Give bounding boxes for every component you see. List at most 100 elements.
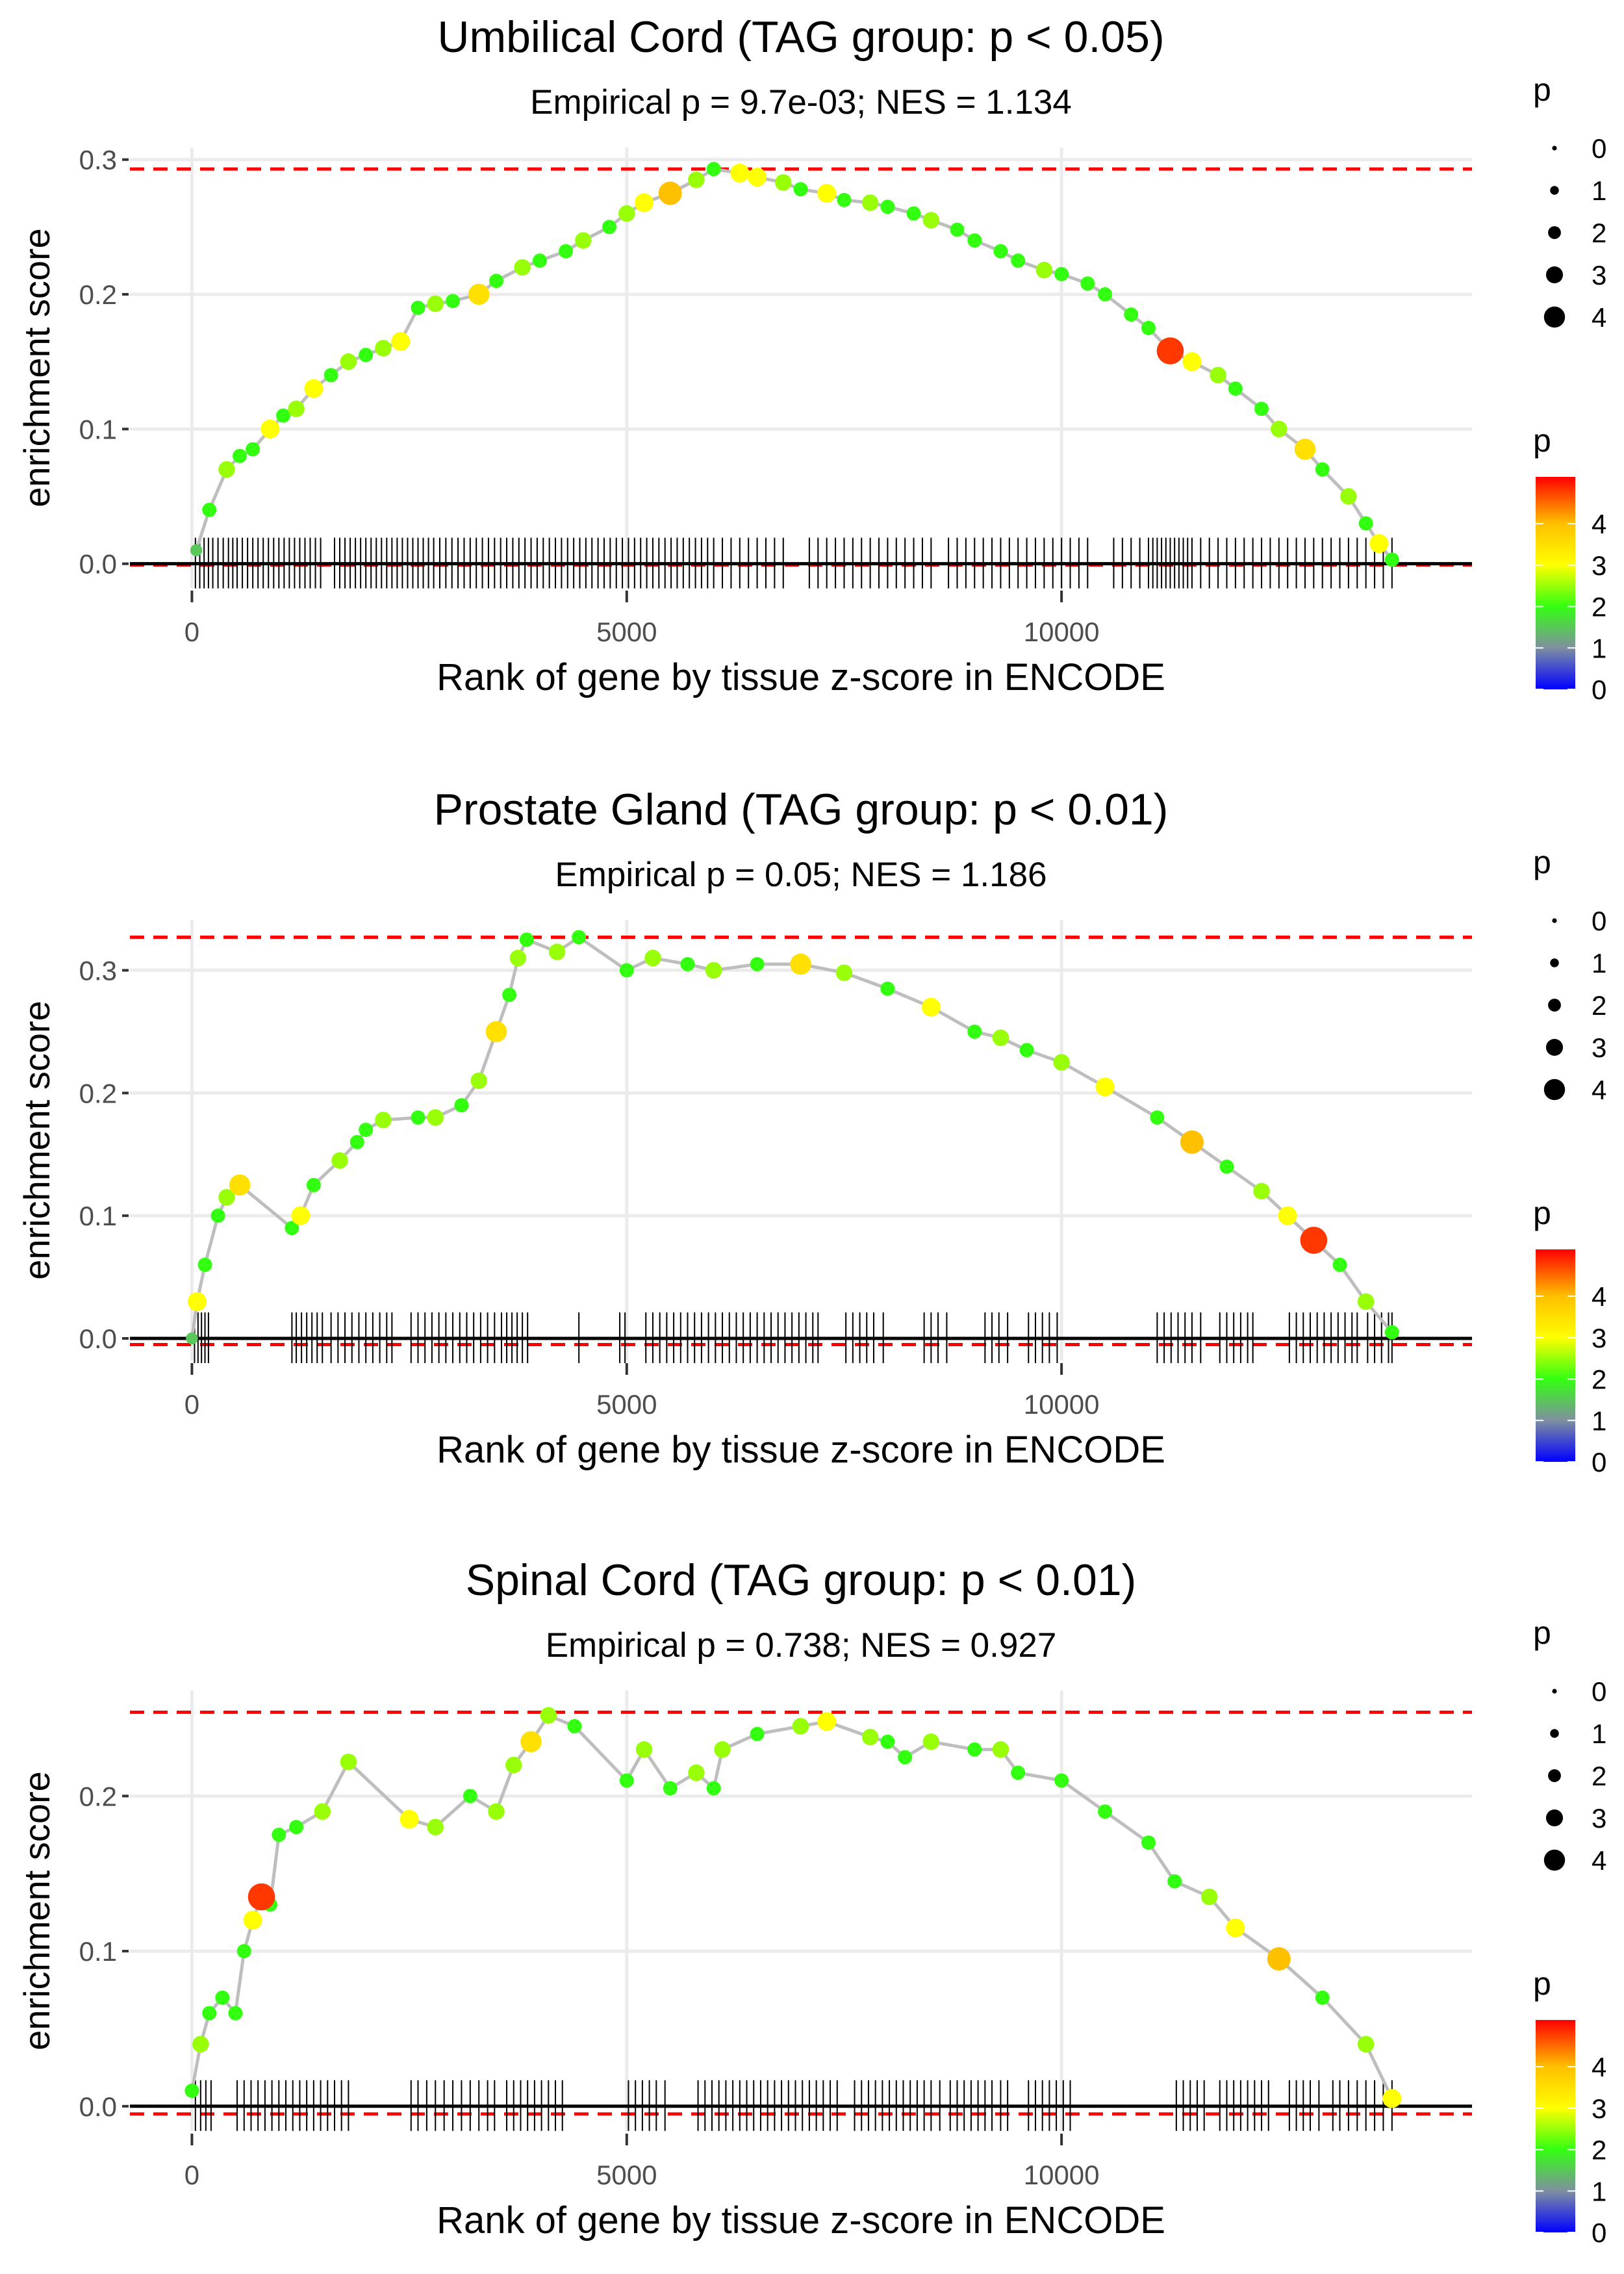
es-point bbox=[1384, 552, 1399, 567]
es-point bbox=[1315, 1990, 1330, 2005]
es-point bbox=[470, 1072, 487, 1090]
es-point bbox=[218, 1189, 235, 1206]
chart-title: Spinal Cord (TAG group: p < 0.01) bbox=[466, 1555, 1136, 1605]
y-axis-label: enrichment score bbox=[16, 1771, 57, 2050]
es-point bbox=[635, 193, 654, 212]
es-point bbox=[680, 956, 695, 971]
es-point bbox=[1315, 462, 1330, 477]
es-point bbox=[1271, 420, 1288, 438]
es-point bbox=[572, 930, 587, 945]
es-point bbox=[1180, 1130, 1204, 1154]
size-legend-dot bbox=[1545, 1809, 1564, 1827]
es-point bbox=[706, 1781, 721, 1796]
es-point bbox=[468, 283, 490, 305]
es-point bbox=[304, 379, 324, 398]
es-point bbox=[793, 182, 808, 197]
es-curve-line bbox=[190, 1713, 1394, 2099]
es-point bbox=[993, 244, 1008, 259]
color-legend-label: 3 bbox=[1592, 2093, 1606, 2124]
es-point bbox=[688, 172, 705, 188]
es-point bbox=[1357, 2036, 1375, 2053]
es-point bbox=[619, 1773, 634, 1788]
color-legend-label: 3 bbox=[1592, 550, 1606, 581]
es-point bbox=[861, 1728, 879, 1746]
es-point bbox=[243, 1910, 262, 1930]
es-point bbox=[775, 174, 792, 191]
es-point bbox=[688, 1764, 705, 1782]
es-point bbox=[228, 2006, 243, 2021]
es-point bbox=[1254, 402, 1269, 416]
es-point bbox=[463, 1789, 477, 1804]
es-point bbox=[1253, 1182, 1270, 1200]
y-tick-label: 0.1 bbox=[79, 414, 117, 444]
es-point bbox=[1384, 1325, 1399, 1340]
es-point bbox=[1382, 2089, 1402, 2108]
color-legend-bar bbox=[1536, 1249, 1575, 1462]
es-point bbox=[967, 233, 982, 248]
es-point bbox=[602, 220, 617, 235]
size-legend-label: 3 bbox=[1592, 1803, 1606, 1833]
es-point bbox=[187, 1292, 207, 1311]
es-point bbox=[967, 1742, 982, 1757]
es-point bbox=[215, 1990, 230, 2005]
es-point bbox=[992, 1029, 1009, 1047]
es-point bbox=[184, 2083, 199, 2098]
es-point bbox=[446, 294, 461, 309]
es-point bbox=[375, 1112, 392, 1129]
es-point bbox=[246, 442, 260, 457]
es-point bbox=[272, 1828, 286, 1843]
x-tick-label: 5000 bbox=[596, 1389, 657, 1420]
es-point bbox=[705, 962, 722, 979]
es-point bbox=[1080, 276, 1095, 291]
y-tick-label: 0.3 bbox=[79, 145, 117, 175]
es-point bbox=[992, 1741, 1009, 1758]
size-legend-dot bbox=[1548, 999, 1561, 1012]
es-point bbox=[880, 199, 895, 214]
es-point bbox=[1141, 1835, 1156, 1850]
size-legend-label: 3 bbox=[1592, 1032, 1606, 1063]
size-legend-dot bbox=[1552, 918, 1557, 923]
size-legend-dot bbox=[1543, 1079, 1566, 1101]
es-point bbox=[260, 419, 280, 439]
color-legend-label: 3 bbox=[1592, 1323, 1606, 1353]
color-legend-label: 1 bbox=[1592, 2176, 1606, 2206]
size-legend-label: 4 bbox=[1592, 302, 1606, 333]
x-tick-label: 10000 bbox=[1024, 617, 1100, 647]
size-legend-dot bbox=[1550, 958, 1559, 967]
size-legend-dot bbox=[1552, 146, 1557, 151]
size-legend-title: p bbox=[1533, 844, 1551, 880]
es-point bbox=[190, 544, 203, 557]
es-point bbox=[427, 1109, 444, 1126]
es-point bbox=[340, 1754, 357, 1770]
color-legend-label: 4 bbox=[1592, 509, 1606, 539]
es-point bbox=[210, 1208, 225, 1223]
size-legend-dot bbox=[1545, 266, 1564, 284]
es-point bbox=[427, 295, 444, 313]
es-point bbox=[218, 461, 235, 478]
es-point bbox=[427, 1819, 444, 1835]
color-legend-label: 2 bbox=[1592, 592, 1606, 622]
size-legend-label: 0 bbox=[1592, 133, 1606, 164]
es-point bbox=[1054, 266, 1069, 281]
es-point bbox=[1300, 1227, 1328, 1254]
es-point bbox=[1053, 1054, 1070, 1071]
es-point bbox=[532, 253, 547, 268]
es-point bbox=[1098, 1804, 1113, 1819]
size-legend-label: 2 bbox=[1592, 990, 1606, 1021]
x-axis-label: Rank of gene by tissue z-score in ENCODE bbox=[437, 1429, 1165, 1471]
es-point bbox=[1294, 439, 1316, 460]
es-point bbox=[488, 274, 503, 288]
es-point bbox=[1210, 366, 1226, 384]
es-point bbox=[288, 400, 305, 417]
es-point bbox=[1358, 516, 1373, 531]
y-axis-label: enrichment score bbox=[16, 1001, 57, 1280]
y-tick-label: 0.2 bbox=[79, 1781, 117, 1811]
es-point bbox=[233, 448, 247, 463]
size-legend-label: 2 bbox=[1592, 218, 1606, 248]
es-point bbox=[837, 192, 852, 207]
x-axis-label: Rank of gene by tissue z-score in ENCODE bbox=[437, 656, 1165, 698]
es-point bbox=[1095, 1077, 1115, 1097]
es-point bbox=[1267, 1947, 1291, 1971]
es-point bbox=[519, 932, 534, 947]
es-point bbox=[898, 1750, 913, 1765]
